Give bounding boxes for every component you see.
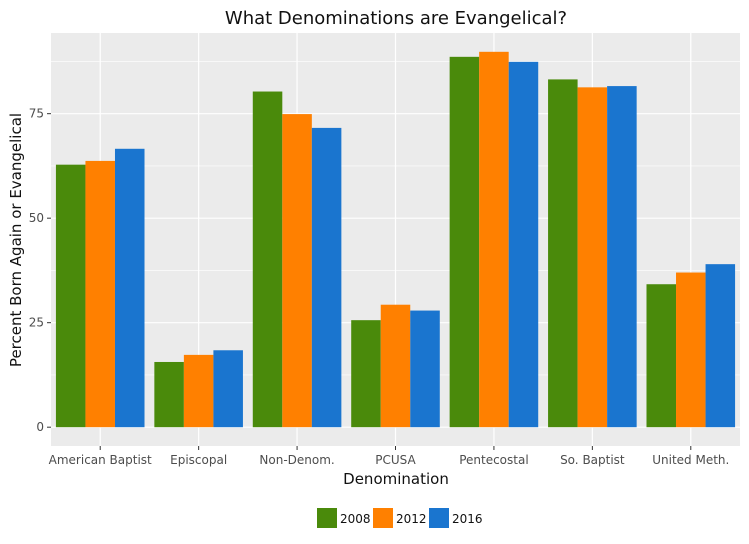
bar-2016-1 <box>114 148 145 428</box>
bar-2008-7 <box>646 284 677 428</box>
bar-2016-3 <box>311 127 342 428</box>
x-tick-label: United Meth. <box>652 453 729 467</box>
bar-2008-6 <box>548 79 578 428</box>
bar-2008-4 <box>351 320 381 428</box>
y-tick-label: 0 <box>36 420 44 434</box>
y-tick-label: 25 <box>29 316 44 330</box>
legend-key-2008 <box>317 508 337 528</box>
bar-2016-5 <box>508 61 539 428</box>
legend-key-2016 <box>429 508 449 528</box>
y-axis-ticks: 0 25 50 75 <box>29 107 51 434</box>
bar-2012-3 <box>282 114 312 428</box>
bar-2012-1 <box>85 160 115 428</box>
legend: 2008 2012 2016 <box>317 508 483 528</box>
bar-2008-3 <box>252 91 283 428</box>
x-tick-label: Pentecostal <box>459 453 528 467</box>
bar-2016-6 <box>607 86 637 428</box>
bar-2016-4 <box>410 310 440 428</box>
x-tick-label: So. Baptist <box>560 453 625 467</box>
bar-2008-1 <box>55 164 86 428</box>
bar-2012-2 <box>183 354 214 428</box>
legend-label-2012: 2012 <box>396 512 427 526</box>
bar-2012-4 <box>380 304 411 428</box>
x-tick-label: PCUSA <box>375 453 416 467</box>
y-tick-label: 75 <box>29 107 44 121</box>
legend-label-2016: 2016 <box>452 512 483 526</box>
bar-2012-7 <box>676 272 706 428</box>
bar-2012-5 <box>479 51 509 428</box>
x-axis-title: Denomination <box>343 470 449 488</box>
x-tick-label: Episcopal <box>170 453 227 467</box>
bar-2016-7 <box>705 264 736 428</box>
bar-2008-2 <box>154 361 184 428</box>
x-tick-label: American Baptist <box>49 453 152 467</box>
x-axis-ticks: American Baptist Episcopal Non-Denom. PCUSA… <box>49 446 729 467</box>
x-tick-label: Non-Denom. <box>259 453 334 467</box>
bar-2008-5 <box>449 56 480 428</box>
bar-2016-2 <box>213 350 243 428</box>
legend-key-2012 <box>373 508 393 528</box>
y-axis-title: Percent Born Again or Evangelical <box>7 113 25 367</box>
chart-title: What Denominations are Evangelical? <box>225 8 567 29</box>
bars <box>55 51 736 428</box>
bar-2012-6 <box>577 87 608 428</box>
legend-label-2008: 2008 <box>340 512 371 526</box>
y-tick-label: 50 <box>29 211 44 225</box>
